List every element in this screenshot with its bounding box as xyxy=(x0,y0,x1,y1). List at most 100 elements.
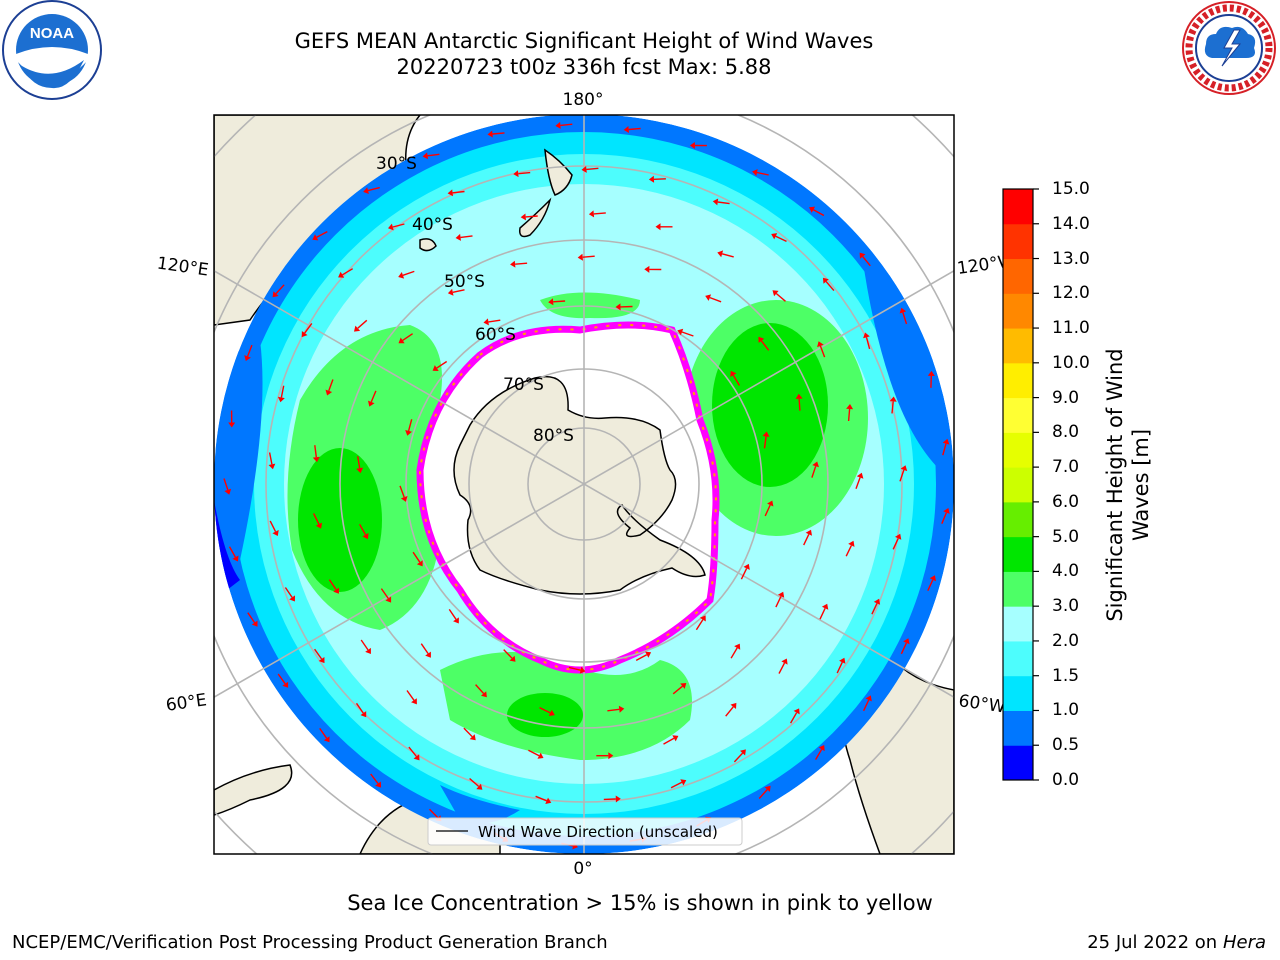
wind-wave-arrowhead xyxy=(476,783,483,790)
run-timestamp: 25 Jul 2022 on Hera xyxy=(1087,932,1266,953)
wind-wave-arrowhead xyxy=(368,400,375,407)
map-area xyxy=(214,115,954,854)
run-date: 25 Jul 2022 on xyxy=(1087,932,1223,953)
wind-wave-arrow xyxy=(730,647,738,659)
wind-wave-arrow xyxy=(503,649,513,659)
wind-wave-arrow xyxy=(725,706,734,717)
colorbar-tick-label: 14.0 xyxy=(1052,213,1090,234)
wind-wave-arrowhead xyxy=(228,422,236,428)
wind-wave-arrowhead xyxy=(388,223,394,231)
wind-wave-arrow xyxy=(740,568,748,580)
wind-wave-arrow xyxy=(402,333,413,341)
wind-wave-arrowhead xyxy=(822,277,829,284)
colorbar-band xyxy=(1003,328,1033,364)
wind-wave-arrowhead xyxy=(812,461,819,468)
wind-wave-arrowhead xyxy=(581,166,587,173)
wind-wave-arrow xyxy=(845,545,853,557)
wind-wave-arrowhead xyxy=(777,591,785,598)
wind-wave-arrow xyxy=(539,706,551,714)
wind-wave-arrowhead xyxy=(615,795,621,803)
wind-wave-arrowhead xyxy=(455,233,461,241)
wind-wave-arrow xyxy=(228,546,237,558)
wind-wave-arrow xyxy=(663,737,675,745)
wind-wave-arrow xyxy=(408,746,417,757)
wind-wave-arrow xyxy=(628,127,641,131)
colorbar-band xyxy=(1003,258,1033,294)
colorbar-tick-label: 3.0 xyxy=(1052,596,1080,617)
wind-wave-arrowhead xyxy=(363,187,369,194)
wind-wave-arrow xyxy=(721,253,734,258)
colorbar-band xyxy=(1003,710,1033,746)
wind-wave-arrow xyxy=(775,235,787,243)
wind-wave-arrow xyxy=(653,178,666,180)
wind-wave-arrowhead xyxy=(318,657,325,664)
wind-wave-arrowhead xyxy=(793,708,800,715)
colorbar-band xyxy=(1003,606,1033,642)
noaa-logo-text: NOAA xyxy=(30,25,74,42)
wind-wave-arrow xyxy=(607,708,620,712)
wind-wave-arrowhead xyxy=(272,530,279,536)
graticule xyxy=(214,115,954,854)
noaa-logo-icon: NOAA xyxy=(2,0,102,100)
wind-wave-arrowhead xyxy=(432,365,439,371)
wind-wave-arrow xyxy=(862,256,871,267)
wind-wave-arrowhead xyxy=(771,233,778,240)
wind-wave-arrow xyxy=(825,281,835,292)
wind-wave-arrow xyxy=(695,619,704,631)
wind-wave-arrowhead xyxy=(680,683,687,689)
wind-wave-arrowhead xyxy=(645,651,652,658)
colorbar-band xyxy=(1003,189,1033,225)
wind-wave-arrow xyxy=(304,322,313,334)
colorbar xyxy=(1003,189,1033,781)
wind-wave-arrow xyxy=(758,789,768,799)
wind-wave-arrowhead xyxy=(717,250,724,258)
wind-wave-arrow xyxy=(436,360,448,369)
wind-wave-arrowhead xyxy=(608,752,614,760)
wind-wave-arrow xyxy=(392,223,405,228)
wind-wave-arrow xyxy=(448,609,457,620)
wind-wave-arrow xyxy=(733,752,744,763)
wind-wave-arrowhead xyxy=(224,488,232,495)
wind-wave-arrowhead xyxy=(712,198,719,206)
wind-wave-arrow xyxy=(488,319,501,323)
wind-wave-arrowhead xyxy=(509,655,516,662)
wind-wave-arrowhead xyxy=(623,126,629,133)
colorbar-band xyxy=(1003,293,1033,329)
wind-wave-arrowhead xyxy=(821,603,829,610)
wind-wave-arrow xyxy=(798,398,801,411)
wind-wave-arrowhead xyxy=(277,396,285,403)
wind-wave-arrow xyxy=(277,673,286,685)
wind-wave-arrow xyxy=(814,748,823,760)
wind-wave-arrowhead xyxy=(325,389,333,396)
new-zealand-land xyxy=(518,148,573,238)
wind-wave-arrowhead xyxy=(289,595,295,602)
wind-wave-arrowhead xyxy=(900,465,908,472)
lon-label-60w: 60°W xyxy=(957,691,1006,717)
wind-wave-arrowhead xyxy=(244,355,251,361)
wind-wave-arrow xyxy=(593,212,606,215)
wind-wave-arrow xyxy=(518,171,531,175)
wind-wave-arrowhead xyxy=(903,638,910,645)
colorbar-band xyxy=(1003,223,1033,260)
wind-wave-arrowhead xyxy=(398,337,405,344)
wind-wave-arrowhead xyxy=(615,303,621,311)
wind-wave-arrowhead xyxy=(323,736,330,743)
wind-wave-arrow xyxy=(357,456,361,469)
wind-wave-arrowhead xyxy=(588,210,595,218)
wind-wave-arrowhead xyxy=(781,658,788,665)
wind-wave-arrow xyxy=(312,513,320,525)
wind-wave-arrow xyxy=(525,215,538,218)
colorbar-label-line-1: Significant Height of Wind xyxy=(1103,348,1127,622)
wind-wave-arrow xyxy=(358,523,367,536)
colorbar-band xyxy=(1003,501,1033,538)
wind-wave-arrowhead xyxy=(579,666,586,674)
wind-wave-arrow xyxy=(460,235,473,239)
wind-wave-arrow xyxy=(862,699,870,712)
wind-wave-arrow xyxy=(789,712,798,724)
wind-wave-arrow xyxy=(847,408,851,422)
wind-wave-arrow xyxy=(732,374,741,386)
colorbar-band xyxy=(1003,397,1033,433)
colorbar-tick-label: 2.0 xyxy=(1052,630,1080,651)
wind-wave-arrowhead xyxy=(856,472,864,479)
wind-wave-arrow xyxy=(535,795,547,802)
